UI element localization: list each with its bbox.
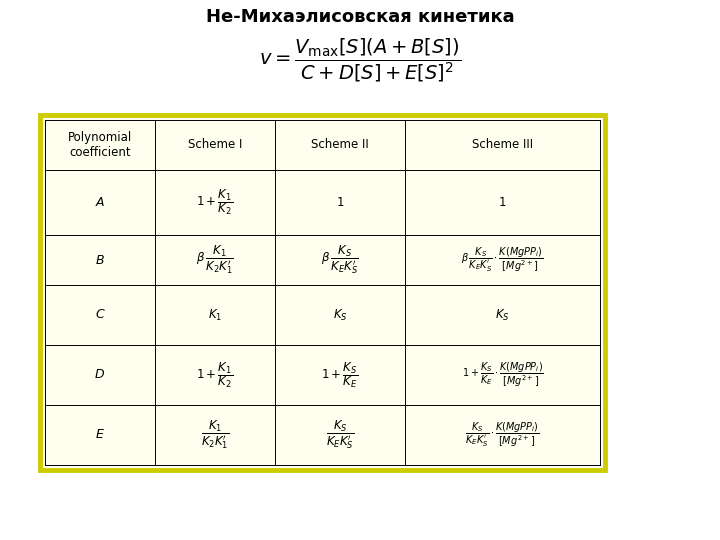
Text: $A$: $A$: [95, 196, 105, 209]
Text: $1+\dfrac{K_S}{K_E}$: $1+\dfrac{K_S}{K_E}$: [321, 360, 359, 390]
Text: $1$: $1$: [336, 196, 344, 209]
Text: $K_S$: $K_S$: [495, 307, 510, 322]
Text: $B$: $B$: [95, 253, 105, 267]
Text: Scheme III: Scheme III: [472, 138, 533, 152]
Text: Scheme I: Scheme I: [188, 138, 242, 152]
Text: $1$: $1$: [498, 196, 507, 209]
Text: $K_S$: $K_S$: [333, 307, 347, 322]
Text: $1+\dfrac{K_1}{K_2}$: $1+\dfrac{K_1}{K_2}$: [197, 360, 233, 390]
Text: $\beta\,\dfrac{K_1}{K_2 K_1'}$: $\beta\,\dfrac{K_1}{K_2 K_1'}$: [196, 244, 234, 276]
Text: $K_1$: $K_1$: [208, 307, 222, 322]
Text: $\beta\,\dfrac{K_S}{K_E K_S'}$: $\beta\,\dfrac{K_S}{K_E K_S'}$: [321, 244, 359, 276]
Text: $1+\dfrac{K_1}{K_2}$: $1+\dfrac{K_1}{K_2}$: [197, 187, 233, 218]
Text: Polynomial
coefficient: Polynomial coefficient: [68, 131, 132, 159]
Text: Не-Михаэлисовская кинетика: Не-Михаэлисовская кинетика: [206, 8, 514, 26]
Text: Scheme II: Scheme II: [311, 138, 369, 152]
Text: $C$: $C$: [94, 308, 105, 321]
Text: $\dfrac{K_1}{K_2 K_1'}$: $\dfrac{K_1}{K_2 K_1'}$: [201, 418, 229, 451]
Text: $v = \dfrac{V_{\mathrm{max}}[S](A + B[S])}{C + D[S] + E[S]^2}$: $v = \dfrac{V_{\mathrm{max}}[S](A + B[S]…: [259, 36, 461, 84]
Text: $1+\dfrac{K_S}{K_E}\cdot\dfrac{K(MgPP_i)}{[Mg^{2+}]}$: $1+\dfrac{K_S}{K_E}\cdot\dfrac{K(MgPP_i)…: [462, 361, 544, 389]
Text: $\dfrac{K_S}{K_E K_S'}\cdot\dfrac{K(MgPP_i)}{[Mg^{2+}]}$: $\dfrac{K_S}{K_E K_S'}\cdot\dfrac{K(MgPP…: [465, 421, 540, 449]
Text: $E$: $E$: [95, 429, 105, 442]
Text: $\beta\,\dfrac{K_S}{K_E K_S'}\cdot\dfrac{K(MgPP_i)}{[Mg^{2+}]}$: $\beta\,\dfrac{K_S}{K_E K_S'}\cdot\dfrac…: [462, 246, 544, 274]
Text: $D$: $D$: [94, 368, 106, 381]
Text: $\dfrac{K_S}{K_E K_S'}$: $\dfrac{K_S}{K_E K_S'}$: [325, 418, 354, 451]
FancyBboxPatch shape: [40, 115, 605, 470]
